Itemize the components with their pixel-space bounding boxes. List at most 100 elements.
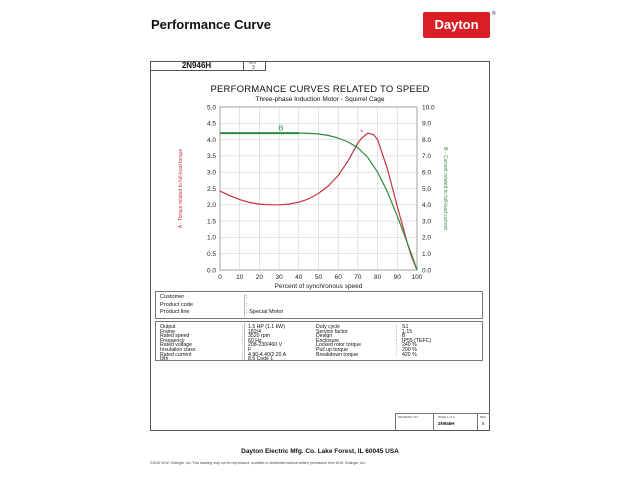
y-right-tick-label: 8.0	[422, 137, 431, 144]
y-left-axis-label: A - Torque related to full-load torque	[178, 149, 184, 229]
spec-label: Il/In	[160, 356, 169, 363]
spec-value: F	[248, 347, 252, 353]
y-right-axis-label: B - Current related to full-load current	[442, 147, 448, 230]
y-left-tick-label: 2.5	[207, 186, 216, 193]
spec-colon: :	[242, 356, 244, 363]
product-line-label: Product line	[160, 309, 190, 315]
series-line-a	[219, 132, 418, 271]
y-left-tick-label: 2.0	[207, 202, 216, 209]
spec-value: 1.5 HP (1.1 kW)	[248, 324, 285, 330]
rev-value: 3	[252, 65, 255, 71]
chart-title: PERFORMANCE CURVES RELATED TO SPEED	[210, 84, 430, 95]
x-tick-label: 30	[275, 274, 283, 281]
x-tick-label: 20	[256, 274, 264, 281]
series-annotation: *	[360, 130, 363, 137]
y-left-tick-label: 0.0	[207, 267, 216, 274]
x-tick-label: 90	[394, 274, 402, 281]
x-tick-label: 80	[374, 274, 382, 281]
spec-colon: :	[242, 333, 244, 340]
spec-label: Rated speed	[160, 333, 190, 340]
y-left-tick-label: 3.0	[207, 170, 216, 177]
spec-label: Frequency	[160, 337, 185, 344]
x-tick-label: 60	[335, 274, 343, 281]
customer-value: :	[246, 294, 248, 300]
y-right-tick-label: 6.0	[422, 170, 431, 177]
spec-colon: :	[396, 347, 398, 353]
spec-value: 240 %	[402, 342, 417, 349]
chart-subtitle: Three-phase Induction Motor - Squirrel C…	[255, 96, 385, 103]
x-tick-label: 0	[218, 274, 222, 281]
spec-value: S1	[402, 324, 409, 330]
spec-colon: :	[396, 351, 398, 358]
drawing-label: DRAWING NO.	[398, 415, 419, 419]
spec-colon: :	[242, 342, 244, 349]
customer-info-block: Customer : Product code : Product line :…	[155, 291, 483, 319]
spec-label: Design	[316, 333, 333, 340]
y-left-tick-label: 3.5	[207, 153, 216, 160]
y-right-tick-label: 9.0	[422, 121, 431, 128]
spec-label: Enclosure	[316, 337, 340, 344]
product-code-value: :	[246, 301, 248, 308]
rev-box	[244, 61, 266, 71]
y-right-tick-label: 3.0	[422, 218, 431, 225]
spec-value: 3520 rpm	[248, 333, 270, 340]
specs-block: Output:1.5 HP (1.1 kW) Frame:182/4 Rated s…	[155, 321, 483, 363]
y-right-tick-label: 0.0	[422, 267, 431, 274]
y-right-tick-label: 1.0	[422, 251, 431, 258]
spec-value: 182/4	[248, 328, 261, 335]
divider	[244, 294, 245, 317]
product-line-value: : Special Motor	[246, 309, 284, 315]
y-left-tick-label: 4.0	[207, 137, 216, 144]
spec-colon: :	[242, 328, 244, 335]
drawing-value: 2N946H	[438, 421, 455, 426]
page-cell: PAGE 1 of 2 2N946H	[433, 413, 477, 431]
spec-label: Rated voltage	[160, 342, 193, 349]
series-annotation: B	[279, 125, 284, 132]
customer-label: Customer	[160, 294, 185, 300]
x-tick-label: 50	[315, 274, 323, 281]
document-frame	[150, 61, 490, 431]
spec-value: IP55 (TEFC)	[402, 337, 432, 344]
spec-value: 8.5 Code L	[248, 356, 274, 363]
spec-value: 208-230/460 V	[248, 342, 283, 349]
product-code-label: Product code	[160, 301, 193, 308]
spec-value: 420 %	[402, 351, 417, 358]
drawing-no-cell: DRAWING NO.	[395, 413, 433, 431]
spec-label: Output	[160, 324, 176, 330]
x-axis-label: Percent of synchronous speed	[275, 283, 363, 290]
spec-colon: :	[242, 337, 244, 344]
page-title: Performance Curve	[151, 17, 271, 32]
spec-value: 200 %	[402, 347, 417, 353]
y-left-tick-label: 0.5	[207, 251, 216, 258]
spec-label: Duty cycle	[316, 324, 340, 330]
spec-label: Locked rotor torque	[316, 342, 361, 349]
spec-label: Pull up torque	[316, 347, 349, 353]
rev-label: REV	[249, 61, 257, 65]
model-number: 2N946H	[150, 61, 244, 71]
y-left-tick-label: 5.0	[207, 104, 216, 111]
x-tick-label: 10	[236, 274, 244, 281]
y-left-tick-label: 4.5	[207, 121, 216, 128]
copyright-notice: ©2015 W.W. Grainger, Inc. This drawing m…	[150, 461, 366, 465]
rev-cell: REV 6	[477, 413, 490, 431]
spec-label: Breakdown torque	[316, 351, 359, 358]
footer-rev-label: REV	[480, 415, 487, 419]
spec-colon: :	[242, 324, 244, 330]
x-tick-label: 100	[412, 274, 423, 281]
footer-rev-value: 6	[482, 421, 485, 426]
y-right-tick-label: 10.0	[422, 104, 435, 111]
spec-value: 60 Hz	[248, 337, 262, 344]
spec-label: Frame	[160, 328, 175, 335]
spec-label: Insulation class	[160, 347, 196, 353]
dayton-logo: Dayton	[423, 12, 490, 38]
registered-mark: ®	[492, 11, 496, 17]
spec-colon: :	[396, 324, 398, 330]
spec-value: 4.90-4.40/2.20 A	[248, 351, 287, 358]
y-right-tick-label: 4.0	[422, 202, 431, 209]
x-tick-label: 70	[354, 274, 362, 281]
x-tick-label: 40	[295, 274, 303, 281]
y-right-tick-label: 5.0	[422, 186, 431, 193]
spec-value: B	[402, 333, 406, 340]
y-right-tick-label: 7.0	[422, 153, 431, 160]
